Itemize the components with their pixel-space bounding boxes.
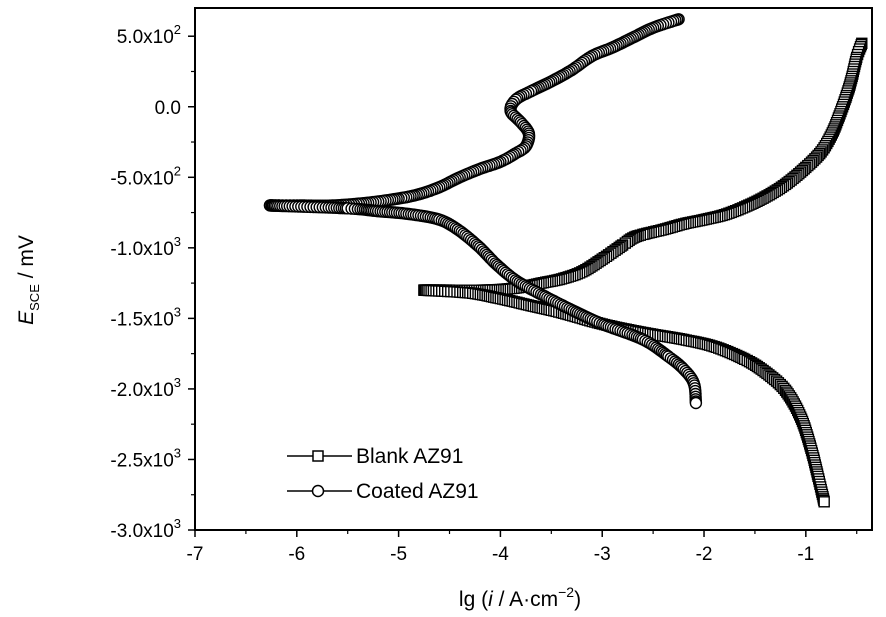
legend-label-coated: Coated AZ91 <box>356 480 479 503</box>
legend: Blank AZ91 Coated AZ91 <box>287 445 479 503</box>
legend-entry-coated: Coated AZ91 <box>287 480 479 503</box>
y-tick-label: -2.0x103 <box>110 375 181 401</box>
y-axis-title: ESCE / mV <box>15 235 42 325</box>
ticks-layer: -7 -6 -5 -4 -3 -2 -1 5.0x102 0.0 -5.0x102 -1.0x103… <box>110 22 858 565</box>
legend-marker-square <box>312 450 324 462</box>
y-tick-label: -1.5x103 <box>110 304 181 330</box>
series-blank-az91 <box>418 37 868 508</box>
x-tick-label: -5 <box>390 544 407 565</box>
plot-frame <box>194 7 873 531</box>
x-tick-label: -2 <box>696 544 713 565</box>
x-tick-label: -1 <box>797 544 814 565</box>
x-tick-label: -4 <box>492 544 509 565</box>
y-tick-label: -2.5x103 <box>110 445 181 471</box>
x-tick-label: -7 <box>187 544 204 565</box>
data-point-circle <box>689 396 703 410</box>
legend-entry-blank: Blank AZ91 <box>287 445 463 468</box>
legend-marker-circle <box>311 484 325 498</box>
x-tick-label: -6 <box>288 544 305 565</box>
legend-label-blank: Blank AZ91 <box>356 445 463 468</box>
y-tick-label: -5.0x102 <box>110 163 181 189</box>
y-tick-label: -1.0x103 <box>110 234 181 260</box>
data-point-square <box>818 496 830 508</box>
series-line <box>421 43 863 503</box>
y-tick-label: 0.0 <box>155 98 181 119</box>
series-coated-az91 <box>263 13 703 410</box>
x-tick-label: -3 <box>594 544 611 565</box>
y-tick-label: 5.0x102 <box>117 22 181 48</box>
x-axis-title: lg (i / A·cm−2) <box>459 584 581 611</box>
series-layer <box>263 13 868 508</box>
y-tick-label: -3.0x103 <box>110 516 181 542</box>
